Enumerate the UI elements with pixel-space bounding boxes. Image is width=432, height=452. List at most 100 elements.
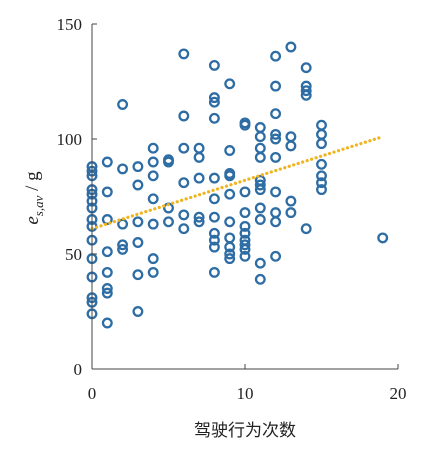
data-point <box>239 220 251 232</box>
data-point <box>193 211 205 223</box>
data-point <box>239 207 251 219</box>
y-tick-label: 150 <box>57 15 83 34</box>
data-point <box>101 283 113 294</box>
data-point <box>285 131 297 143</box>
data-point <box>285 195 297 207</box>
data-point <box>178 209 190 221</box>
axes <box>91 23 399 370</box>
data-point <box>254 142 266 154</box>
data-point <box>285 41 297 53</box>
data-point <box>101 156 113 168</box>
y-axis-title-subscript: s,av <box>31 195 46 216</box>
data-point <box>316 119 327 131</box>
data-point <box>270 151 282 163</box>
data-point <box>163 216 174 228</box>
data-point <box>239 250 251 262</box>
data-point <box>270 50 282 62</box>
data-point <box>208 227 220 239</box>
data-point <box>193 151 205 163</box>
data-point <box>178 177 190 189</box>
data-point <box>285 140 297 152</box>
data-point <box>300 62 312 74</box>
data-point <box>224 188 236 200</box>
data-point <box>101 246 113 258</box>
data-point <box>300 85 312 97</box>
data-point <box>270 216 282 228</box>
data-point <box>208 211 220 223</box>
data-point <box>132 269 144 281</box>
data-point <box>224 253 236 265</box>
data-point <box>208 234 220 246</box>
trendline <box>90 135 385 231</box>
data-point <box>239 227 251 239</box>
data-point <box>208 193 220 205</box>
data-point <box>193 142 205 154</box>
y-axis-title-unit: / g <box>22 171 43 196</box>
data-point <box>178 110 190 122</box>
y-tick-labels: 0 50 100 150 <box>57 15 83 379</box>
data-point <box>239 234 251 246</box>
data-point <box>147 253 159 265</box>
data-point <box>101 186 113 198</box>
data-point <box>316 184 327 196</box>
y-tick-label: 100 <box>57 130 83 149</box>
data-point <box>147 142 159 154</box>
data-point <box>147 266 159 278</box>
data-point <box>270 80 282 92</box>
data-point <box>101 317 113 329</box>
data-point <box>316 170 327 182</box>
data-point <box>117 239 129 251</box>
data-point <box>270 250 282 262</box>
data-point <box>377 232 389 244</box>
data-point <box>300 80 312 92</box>
data-point <box>270 108 282 120</box>
data-point <box>208 59 220 71</box>
data-point <box>239 117 251 129</box>
data-point <box>316 158 327 170</box>
data-point <box>300 223 312 235</box>
data-point <box>254 151 266 163</box>
data-point <box>132 161 144 173</box>
data-point <box>147 218 159 230</box>
x-tick-labels: 0 10 20 <box>88 384 407 403</box>
data-point <box>254 257 266 269</box>
data-point <box>132 306 144 317</box>
data-point <box>117 243 129 255</box>
y-tick-label: 50 <box>65 245 82 264</box>
data-point <box>224 232 236 244</box>
data-point <box>178 142 190 154</box>
scatter-points <box>86 41 389 329</box>
data-point <box>117 99 129 110</box>
data-point <box>117 163 129 175</box>
y-axis-title-main: e <box>22 216 43 224</box>
data-point <box>254 174 266 186</box>
data-point <box>270 133 282 145</box>
y-axis-title: es,av / g <box>22 171 46 225</box>
data-point <box>254 273 266 285</box>
data-point <box>316 128 327 140</box>
data-point <box>178 223 190 235</box>
data-point <box>132 237 144 248</box>
data-point <box>224 216 236 228</box>
data-point <box>254 202 266 214</box>
data-point <box>254 179 266 191</box>
data-point <box>254 131 266 143</box>
data-point <box>285 207 297 219</box>
data-point <box>101 266 113 278</box>
data-point <box>208 241 220 253</box>
data-point <box>254 214 266 225</box>
data-point <box>224 168 236 179</box>
data-point <box>178 48 190 60</box>
data-point <box>208 112 220 124</box>
data-point <box>270 207 282 219</box>
data-point <box>316 177 327 189</box>
data-point <box>224 248 236 260</box>
x-tick-label: 10 <box>237 384 254 403</box>
data-point <box>101 287 113 299</box>
data-point <box>147 193 159 205</box>
data-point <box>147 156 159 168</box>
data-point <box>239 186 251 198</box>
data-point <box>132 216 144 228</box>
data-point <box>193 216 205 228</box>
